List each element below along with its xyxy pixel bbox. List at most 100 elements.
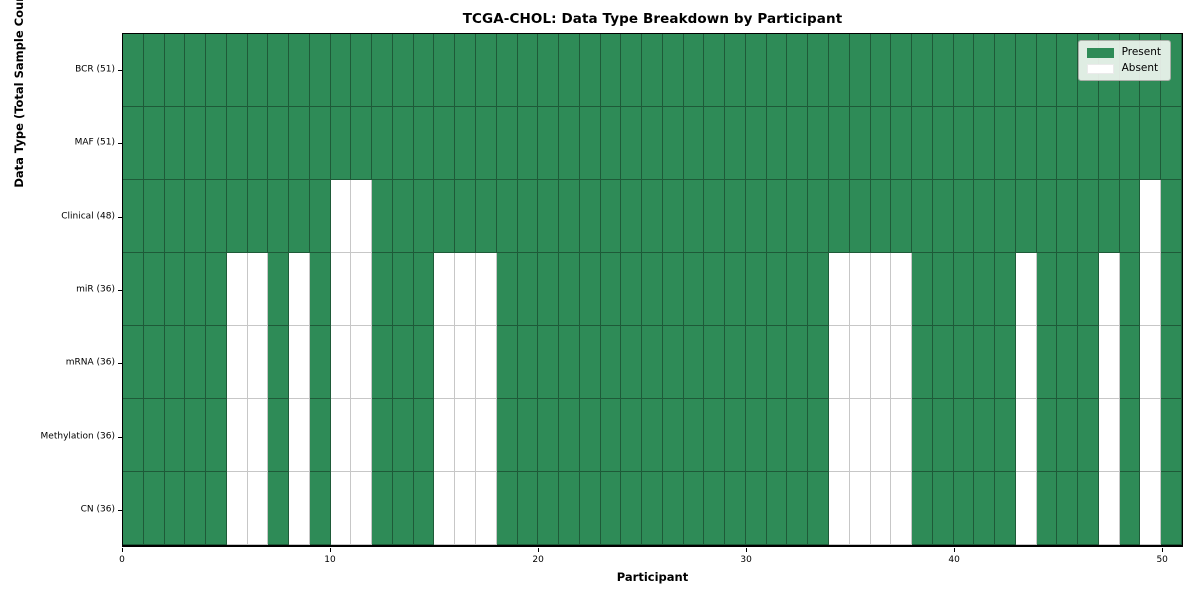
heatmap-cell — [1078, 180, 1099, 253]
heatmap-cell — [309, 180, 331, 253]
heatmap-cell — [683, 180, 705, 253]
heatmap-cell — [745, 326, 767, 399]
heatmap-cell — [372, 326, 393, 399]
heatmap-cell — [247, 34, 269, 107]
heatmap-cell — [206, 253, 227, 326]
heatmap-cell — [434, 180, 456, 253]
y-tick-mark — [118, 69, 122, 71]
heatmap-cell — [434, 472, 456, 545]
heatmap-cell — [538, 253, 560, 326]
heatmap-cell — [662, 34, 684, 107]
heatmap-cell — [164, 107, 186, 180]
heatmap-cell — [766, 326, 788, 399]
heatmap-cell — [787, 253, 809, 326]
heatmap-cell — [974, 399, 996, 472]
heatmap-cell — [808, 399, 829, 472]
heatmap-cell — [330, 180, 352, 253]
heatmap-cell — [891, 180, 913, 253]
heatmap-cell — [932, 253, 954, 326]
heatmap-cell — [849, 107, 871, 180]
heatmap-cell — [683, 472, 705, 545]
heatmap-cell — [621, 472, 643, 545]
heatmap-cell — [932, 399, 954, 472]
heatmap-cell — [995, 472, 1016, 545]
heatmap-cell — [642, 107, 663, 180]
heatmap-cell — [434, 326, 456, 399]
heatmap-cell — [496, 180, 518, 253]
heatmap-cell — [745, 34, 767, 107]
heatmap-cell — [1140, 326, 1162, 399]
heatmap-cell — [849, 180, 871, 253]
absent-swatch — [1086, 63, 1114, 74]
heatmap-cell — [475, 34, 497, 107]
heatmap-cell — [268, 326, 290, 399]
heatmap-cell — [309, 253, 331, 326]
heatmap-cell — [953, 472, 975, 545]
heatmap-cell — [579, 399, 601, 472]
heatmap-cell — [372, 472, 393, 545]
heatmap-cell — [330, 34, 352, 107]
heatmap-cell — [642, 34, 663, 107]
heatmap-cell — [143, 399, 165, 472]
heatmap-cell — [538, 107, 560, 180]
legend-label-absent: Absent — [1121, 62, 1159, 74]
heatmap-cell — [870, 253, 892, 326]
heatmap-cell — [642, 399, 663, 472]
heatmap-cell — [185, 107, 207, 180]
heatmap-cell — [621, 326, 643, 399]
heatmap-cell — [247, 472, 269, 545]
x-tick-label: 30 — [740, 555, 752, 565]
heatmap-cell — [891, 472, 913, 545]
heatmap-cell — [123, 326, 144, 399]
y-axis-label: Data Type (Total Sample Count) — [12, 0, 26, 188]
heatmap-cell — [559, 180, 580, 253]
heatmap-cell — [123, 399, 144, 472]
heatmap-cell — [1078, 399, 1099, 472]
heatmap-cell — [413, 399, 435, 472]
heatmap-cell — [351, 399, 373, 472]
heatmap-cell — [143, 326, 165, 399]
heatmap-cell — [434, 399, 456, 472]
heatmap-cell — [1098, 326, 1120, 399]
heatmap-cell — [164, 253, 186, 326]
heatmap-cell — [372, 399, 393, 472]
heatmap-cell — [579, 253, 601, 326]
heatmap-cell — [849, 472, 871, 545]
heatmap-cell — [372, 253, 393, 326]
heatmap-cell — [538, 180, 560, 253]
heatmap-cell — [600, 326, 622, 399]
heatmap-cell — [683, 399, 705, 472]
heatmap-cell — [1119, 326, 1141, 399]
heatmap-cell — [891, 34, 913, 107]
heatmap-cell — [808, 180, 829, 253]
heatmap-cell — [1140, 107, 1162, 180]
heatmap-cell — [1057, 472, 1079, 545]
x-tick-mark — [330, 548, 332, 552]
heatmap-cell — [932, 472, 954, 545]
heatmap-cell — [330, 472, 352, 545]
heatmap-cell — [662, 180, 684, 253]
heatmap-cell — [704, 326, 726, 399]
heatmap-cell — [475, 180, 497, 253]
heatmap-cell — [351, 253, 373, 326]
heatmap-cell — [787, 107, 809, 180]
heatmap-cell — [247, 253, 269, 326]
legend-item-absent: Absent — [1086, 62, 1161, 74]
heatmap-cell — [351, 472, 373, 545]
x-tick-mark — [122, 548, 123, 552]
x-tick-label: 50 — [1156, 555, 1168, 565]
heatmap-cell — [891, 253, 913, 326]
heatmap-cell — [268, 34, 290, 107]
heatmap-cell — [995, 326, 1016, 399]
heatmap-cell — [745, 472, 767, 545]
heatmap-cell — [413, 107, 435, 180]
heatmap-cell — [662, 326, 684, 399]
heatmap-cell — [455, 34, 476, 107]
heatmap-cell — [123, 253, 144, 326]
heatmap-cell — [642, 326, 663, 399]
heatmap-cell — [621, 180, 643, 253]
heatmap-cell — [1036, 399, 1058, 472]
heatmap-cell — [725, 107, 746, 180]
heatmap-cell — [642, 253, 663, 326]
